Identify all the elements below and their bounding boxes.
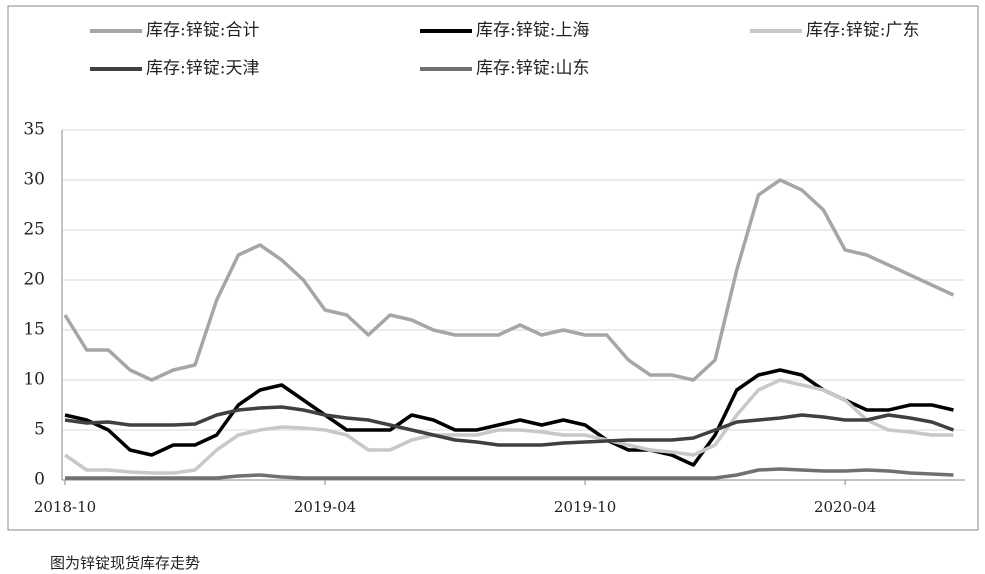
y-tick-label: 10 <box>23 370 45 390</box>
y-tick-label: 30 <box>23 170 45 190</box>
y-tick-label: 25 <box>23 220 45 240</box>
chart-border <box>7 5 979 531</box>
legend-label: 库存:锌锭:上海 <box>476 21 589 41</box>
y-tick-label: 5 <box>34 420 45 440</box>
legend-label: 库存:锌锭:合计 <box>146 21 259 41</box>
x-tick-label: 2020-04 <box>814 498 876 516</box>
series-line <box>64 405 955 447</box>
caption: 图为锌锭现货库存走势 <box>50 554 201 572</box>
y-tick-label: 35 <box>23 120 45 140</box>
y-tick-label: 0 <box>34 470 45 490</box>
series-line <box>64 368 954 467</box>
y-tick-label: 20 <box>23 270 45 290</box>
legend-label: 库存:锌锭:广东 <box>806 21 919 41</box>
series-line <box>65 467 954 480</box>
legend-label: 库存:锌锭:山东 <box>476 59 589 79</box>
series-line <box>64 378 954 475</box>
x-tick-label: 2018-10 <box>34 498 96 516</box>
legend-label: 库存:锌锭:天津 <box>146 59 259 79</box>
series-line <box>63 178 955 382</box>
x-tick-label: 2019-04 <box>294 498 356 516</box>
y-tick-label: 15 <box>23 320 45 340</box>
x-tick-label: 2019-10 <box>554 498 616 516</box>
chart: 0 5 10 15 20 25 30 35 2018-10 2019-04 2019-10 2020-… <box>7 5 979 531</box>
